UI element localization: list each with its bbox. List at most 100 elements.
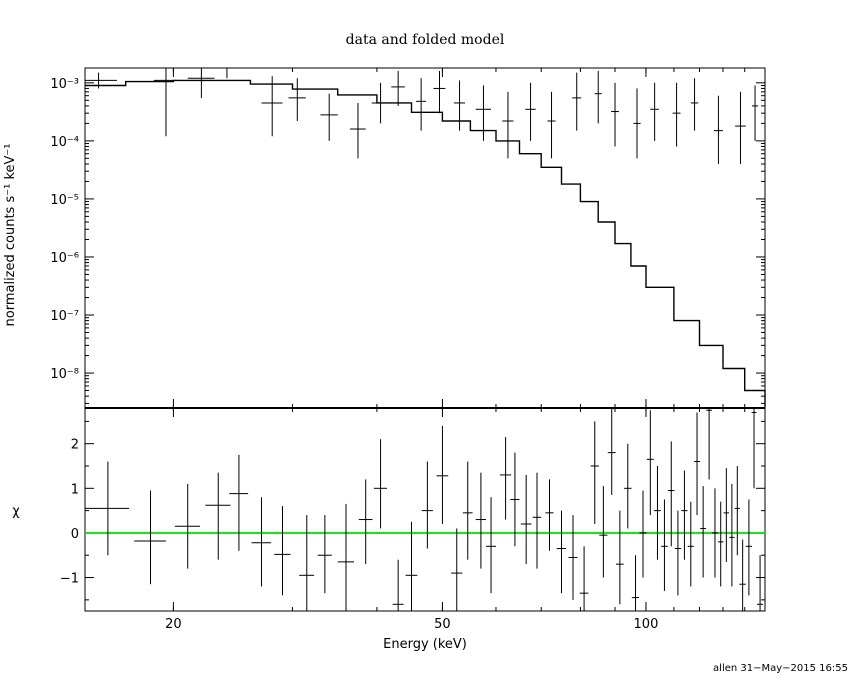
data-point <box>572 72 582 131</box>
data-point <box>751 85 759 141</box>
residual-point <box>631 555 640 611</box>
data-point <box>416 78 427 131</box>
residual-point <box>85 461 130 556</box>
y-tick-label: 10⁻⁸ <box>50 367 79 382</box>
data-point <box>350 102 366 159</box>
residual-point <box>661 499 668 591</box>
y-tick-label: 2 <box>71 438 79 453</box>
y-tick-label: 10⁻⁴ <box>50 135 79 150</box>
residual-point <box>646 410 654 516</box>
residual-point <box>251 497 272 587</box>
residual-point <box>706 408 712 480</box>
residual-point <box>532 472 542 569</box>
spectrum-frame <box>84 67 766 409</box>
residual-point <box>568 515 578 600</box>
data-point <box>288 78 306 121</box>
data-point <box>650 82 659 141</box>
data-point <box>261 76 283 137</box>
residual-point <box>392 559 404 611</box>
data-point <box>672 82 681 147</box>
residual-point <box>556 510 567 594</box>
data-point <box>320 93 338 141</box>
x-axis-label: Energy (keV) <box>383 637 467 652</box>
data-point <box>391 70 405 106</box>
residual-point <box>694 412 700 516</box>
folded-model-line <box>85 79 766 407</box>
residual-point <box>451 528 463 611</box>
residual-point <box>421 461 433 549</box>
residual-point <box>734 466 740 556</box>
data-point <box>547 91 556 159</box>
residual-point <box>615 510 624 605</box>
residual-point <box>436 425 449 524</box>
residual-point <box>520 474 532 565</box>
y-tick-label: 0 <box>71 527 79 542</box>
y-tick-label: −1 <box>60 572 79 587</box>
data-point <box>525 82 536 141</box>
y-tick-label: 10⁻³ <box>50 77 79 92</box>
residual-point <box>687 501 694 587</box>
residual-point <box>405 521 418 611</box>
residual-point <box>510 452 520 547</box>
residual-point <box>499 437 512 520</box>
data-point <box>713 95 723 164</box>
residual-point <box>757 555 764 611</box>
footer-timestamp: allen 31−May−2015 16:55 <box>713 663 848 674</box>
residual-point <box>337 503 355 611</box>
residual-point <box>579 546 589 611</box>
residual-point <box>700 486 707 578</box>
data-point <box>690 78 699 131</box>
residual-point <box>639 490 647 578</box>
residual-point <box>134 490 166 585</box>
residual-point <box>229 454 249 551</box>
y-tick-label: 10⁻⁵ <box>50 193 79 208</box>
residual-point <box>712 488 718 578</box>
x-tick-label: 100 <box>634 617 659 632</box>
residual-point <box>729 483 735 587</box>
residual-point <box>745 499 752 596</box>
residual-point <box>681 470 688 560</box>
residual-point <box>205 472 231 560</box>
residual-point <box>462 461 473 560</box>
residual-y-axis-label: χ <box>12 504 20 519</box>
residual-point <box>723 468 730 562</box>
y-tick-label: 1 <box>71 482 79 497</box>
residual-point <box>299 515 315 611</box>
residual-point <box>599 486 608 578</box>
y-tick-label: 10⁻⁷ <box>50 309 79 324</box>
residual-point <box>739 539 746 611</box>
residual-point <box>274 506 291 596</box>
chart-title: data and folded model <box>346 32 505 48</box>
residual-panel: 20 50 100 2 1 0 −1 <box>60 407 766 632</box>
residual-point <box>607 408 616 495</box>
residual-point <box>654 466 661 560</box>
data-point <box>735 91 746 164</box>
data-point <box>594 70 602 124</box>
data-point <box>502 91 514 159</box>
residual-point <box>475 472 487 569</box>
residual-point <box>174 483 201 569</box>
data-point <box>216 67 237 79</box>
spectrum-y-axis-label: normalized counts s⁻¹ keV⁻¹ <box>3 144 18 327</box>
residual-point <box>545 479 554 551</box>
residual-point <box>590 421 599 524</box>
data-point <box>475 85 492 141</box>
residual-point <box>317 515 332 594</box>
residual-point <box>486 497 496 594</box>
residual-point <box>373 439 388 529</box>
residual-point <box>358 479 373 565</box>
data-point <box>153 68 178 137</box>
residual-point <box>624 443 632 529</box>
residual-point <box>717 501 724 587</box>
data-point <box>633 88 641 159</box>
data-point <box>371 82 390 124</box>
data-point <box>611 82 619 147</box>
spectrum-panel: 10⁻³ 10⁻⁴ 10⁻⁵ 10⁻⁶ 10⁻⁷ 10⁻⁸ <box>50 67 766 409</box>
data-point <box>453 80 466 131</box>
data-point <box>187 68 215 98</box>
x-tick-label: 20 <box>165 617 182 632</box>
data-point <box>85 72 117 89</box>
residual-point <box>751 408 757 489</box>
data-point <box>433 70 446 114</box>
